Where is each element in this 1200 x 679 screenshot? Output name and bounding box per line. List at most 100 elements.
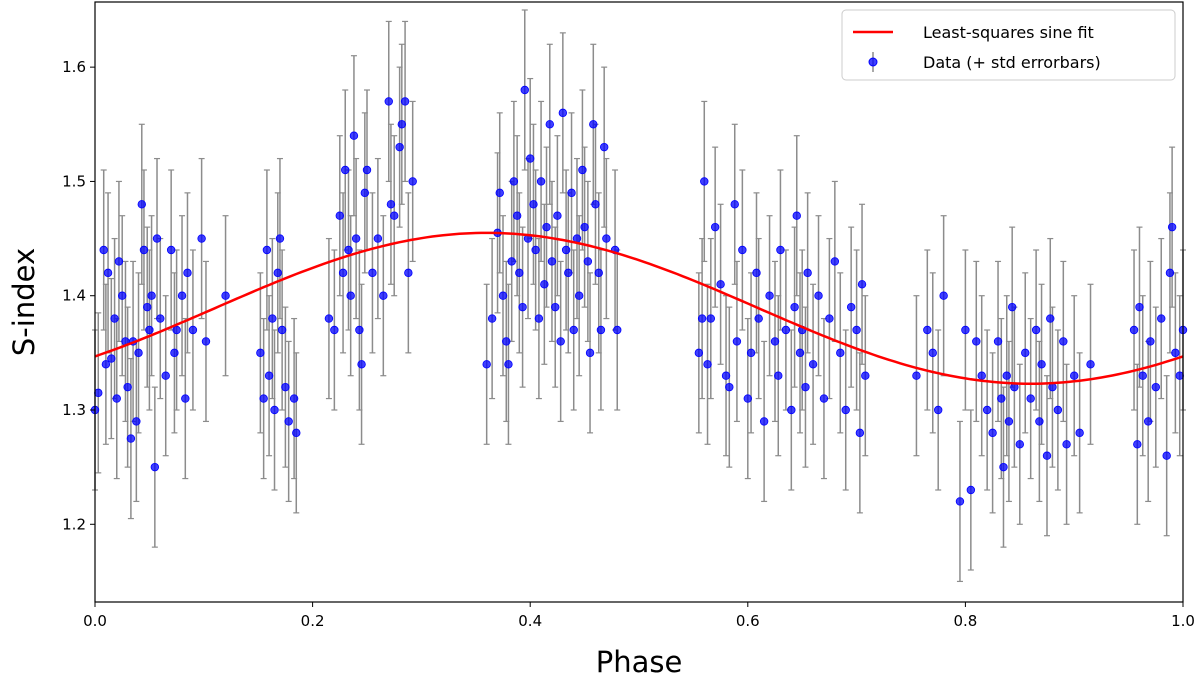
data-point — [567, 188, 576, 198]
data-point — [201, 337, 211, 346]
data-point — [721, 371, 731, 380]
data-point — [482, 360, 491, 369]
data-point — [1133, 440, 1142, 449]
data-point — [993, 337, 1003, 346]
data-point — [150, 462, 160, 472]
data-point — [912, 371, 921, 380]
data-point — [594, 268, 603, 278]
data-point — [379, 291, 388, 300]
data-point — [599, 142, 609, 152]
data-point — [397, 120, 407, 129]
data-point — [694, 348, 704, 358]
data-point — [585, 348, 595, 358]
data-point — [583, 257, 593, 266]
data-point — [787, 405, 796, 415]
plot-frame — [94, 1, 1184, 603]
data-point — [830, 257, 840, 266]
data-point — [540, 280, 549, 289]
data-point — [368, 268, 377, 278]
data-point — [373, 234, 383, 243]
data-point — [591, 200, 600, 209]
data-point — [526, 154, 535, 163]
data-point — [716, 280, 725, 289]
data-point — [362, 165, 372, 175]
data-point — [808, 360, 818, 369]
data-point — [1151, 382, 1160, 392]
data-point — [790, 302, 799, 312]
data-point — [547, 257, 557, 266]
data-point — [1175, 371, 1184, 380]
data-point — [1157, 314, 1166, 323]
data-point — [110, 314, 119, 323]
data-point — [776, 245, 785, 255]
data-point — [134, 348, 143, 358]
data-point — [275, 234, 285, 243]
data-point — [1021, 348, 1030, 358]
data-point — [183, 268, 192, 278]
legend: Least-squares sine fit Data (+ std error… — [841, 9, 1176, 81]
data-point — [923, 325, 932, 335]
data-point — [580, 222, 589, 232]
data-point — [746, 348, 756, 358]
data-point — [1059, 337, 1068, 346]
data-point — [1167, 222, 1177, 232]
data-point — [498, 291, 508, 300]
data-point — [264, 371, 274, 380]
data-point — [221, 291, 230, 300]
data-point — [574, 291, 584, 300]
x-tick-label: 0.6 — [736, 612, 760, 630]
data-point — [1086, 360, 1095, 369]
data-point — [542, 222, 551, 232]
data-point — [700, 177, 709, 186]
data-point — [972, 337, 981, 346]
data-point — [1053, 405, 1063, 415]
data-point — [289, 394, 299, 403]
data-point — [114, 257, 124, 266]
y-tick-label: 1.5 — [62, 172, 86, 190]
data-point — [706, 314, 716, 323]
data-point — [792, 211, 801, 220]
x-tick-label: 0.0 — [83, 612, 107, 630]
data-point — [697, 314, 707, 323]
data-point — [1075, 428, 1084, 438]
legend-fit-label: Least-squares sine fit — [923, 23, 1094, 42]
data-point — [578, 165, 587, 175]
data-point — [256, 348, 265, 358]
data-point — [112, 394, 121, 403]
data-point — [961, 325, 970, 335]
data-point — [999, 462, 1008, 472]
data-point — [520, 85, 529, 95]
data-point — [346, 291, 355, 300]
legend-data-label: Data (+ std errorbars) — [923, 53, 1101, 72]
y-ticks: 1.2 1.3 1.4 1.5 1.6 — [62, 58, 95, 533]
data-point — [754, 314, 763, 323]
data-point — [1026, 394, 1035, 403]
data-point — [955, 497, 965, 506]
data-point — [1165, 268, 1175, 278]
data-point — [123, 382, 132, 392]
data-point — [534, 314, 544, 323]
data-point — [1031, 325, 1041, 335]
data-point — [101, 360, 111, 369]
data-point — [161, 371, 170, 380]
data-point — [814, 291, 823, 300]
data-point — [774, 371, 783, 380]
data-point — [536, 177, 546, 186]
data-point — [1146, 337, 1155, 346]
data-point — [404, 268, 413, 278]
data-point — [1069, 371, 1079, 380]
data-point — [801, 382, 810, 392]
data-point — [502, 337, 511, 346]
data-point — [977, 371, 986, 380]
data-point — [589, 120, 598, 129]
data-point — [143, 302, 152, 312]
data-point — [166, 245, 176, 255]
data-point — [732, 337, 742, 346]
data-point — [569, 325, 578, 335]
data-point — [1138, 371, 1147, 380]
data-point — [1035, 417, 1044, 426]
data-point — [259, 394, 268, 403]
data-point — [188, 325, 198, 335]
data-point — [1046, 314, 1055, 323]
